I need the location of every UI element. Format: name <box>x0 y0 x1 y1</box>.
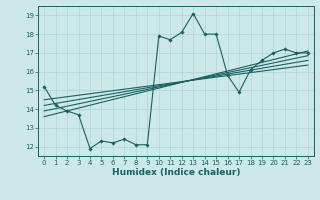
X-axis label: Humidex (Indice chaleur): Humidex (Indice chaleur) <box>112 168 240 177</box>
